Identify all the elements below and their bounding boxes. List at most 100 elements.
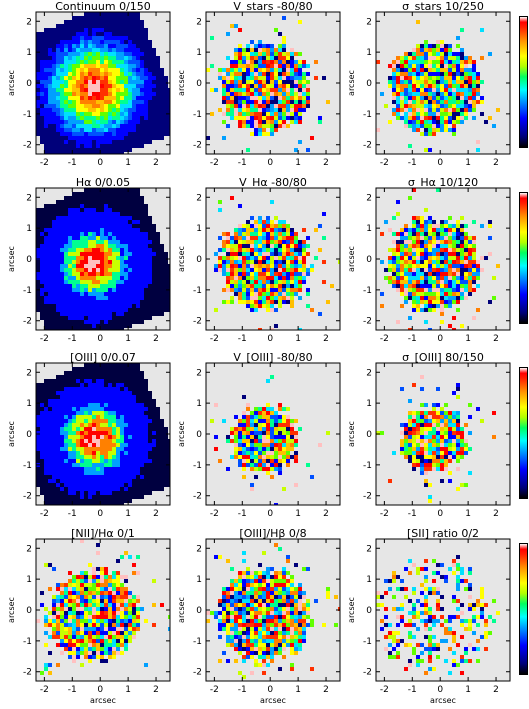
map-pixel [404, 104, 408, 108]
map-pixel [222, 84, 226, 88]
map-pixel [136, 228, 140, 232]
map-pixel [76, 431, 80, 435]
map-pixel [274, 68, 278, 72]
map-pixel [226, 84, 230, 88]
map-pixel [404, 260, 408, 264]
map-pixel [88, 391, 92, 395]
map-pixel [416, 88, 420, 92]
map-pixel [460, 112, 464, 116]
map-pixel [210, 36, 214, 40]
map-pixel [270, 124, 274, 128]
map-pixel [456, 120, 460, 124]
map-pixel [238, 204, 242, 208]
map-pixel [68, 76, 72, 80]
map-pixel [396, 60, 400, 64]
map-pixel [56, 415, 60, 419]
map-pixel [128, 68, 132, 72]
map-pixel [302, 60, 306, 64]
map-pixel [468, 60, 472, 64]
map-pixel [452, 264, 456, 268]
map-pixel [132, 24, 136, 28]
map-pixel [432, 124, 436, 128]
map-pixel [64, 371, 68, 375]
map-pixel [68, 220, 72, 224]
map-pixel [148, 411, 152, 415]
map-pixel [408, 248, 412, 252]
map-pixel [238, 96, 242, 100]
map-pixel [92, 88, 96, 92]
map-pixel [68, 216, 72, 220]
map-pixel [76, 148, 80, 152]
map-pixel [72, 20, 76, 24]
map-pixel [242, 228, 246, 232]
map-pixel [104, 463, 108, 467]
map-pixel [96, 479, 100, 483]
map-pixel [440, 252, 444, 256]
map-pixel [258, 84, 262, 88]
map-pixel [226, 244, 230, 248]
map-pixel [112, 312, 116, 316]
map-pixel [448, 76, 452, 80]
map-pixel [104, 220, 108, 224]
map-pixel [282, 220, 286, 224]
map-pixel [160, 483, 164, 487]
map-pixel [408, 60, 412, 64]
map-pixel [250, 76, 254, 80]
map-pixel [152, 268, 156, 272]
map-pixel [92, 40, 96, 44]
map-pixel [160, 256, 164, 260]
map-pixel [100, 399, 104, 403]
map-pixel [148, 68, 152, 72]
map-pixel [416, 44, 420, 48]
map-pixel [290, 72, 294, 76]
map-pixel [92, 260, 96, 264]
map-pixel [282, 280, 286, 284]
map-pixel [100, 403, 104, 407]
map-pixel [420, 224, 424, 228]
map-pixel [92, 411, 96, 415]
map-pixel [306, 236, 310, 240]
map-pixel [412, 116, 416, 120]
map-pixel [282, 284, 286, 288]
map-pixel [294, 116, 298, 120]
map-pixel [104, 120, 108, 124]
map-pixel [160, 124, 164, 128]
map-pixel [230, 264, 234, 268]
map-pixel [104, 32, 108, 36]
map-pixel [120, 24, 124, 28]
map-pixel [262, 220, 266, 224]
map-pixel [258, 108, 262, 112]
map-pixel [104, 68, 108, 72]
map-pixel [148, 280, 152, 284]
map-pixel [36, 439, 40, 443]
map-pixel [52, 419, 56, 423]
map-pixel [396, 252, 400, 256]
map-pixel [400, 64, 404, 68]
map-pixel [440, 44, 444, 48]
map-pixel [64, 112, 68, 116]
map-pixel [404, 124, 408, 128]
map-pixel [148, 76, 152, 80]
map-pixel [48, 76, 52, 80]
map-pixel [136, 375, 140, 379]
map-pixel [124, 96, 128, 100]
map-pixel [294, 284, 298, 288]
map-pixel [164, 76, 168, 80]
map-pixel [436, 76, 440, 80]
map-pixel [230, 280, 234, 284]
map-pixel [270, 224, 274, 228]
map-pixel [124, 140, 128, 144]
map-pixel [258, 240, 262, 244]
map-pixel [52, 292, 56, 296]
map-pixel [270, 292, 274, 296]
map-pixel [140, 479, 144, 483]
map-pixel [254, 60, 258, 64]
map-pixel [254, 296, 258, 300]
map-pixel [116, 72, 120, 76]
map-pixel [92, 232, 96, 236]
map-pixel [108, 399, 112, 403]
map-pixel [156, 136, 160, 140]
map-pixel [100, 36, 104, 40]
map-pixel [68, 256, 72, 260]
map-pixel [104, 96, 108, 100]
